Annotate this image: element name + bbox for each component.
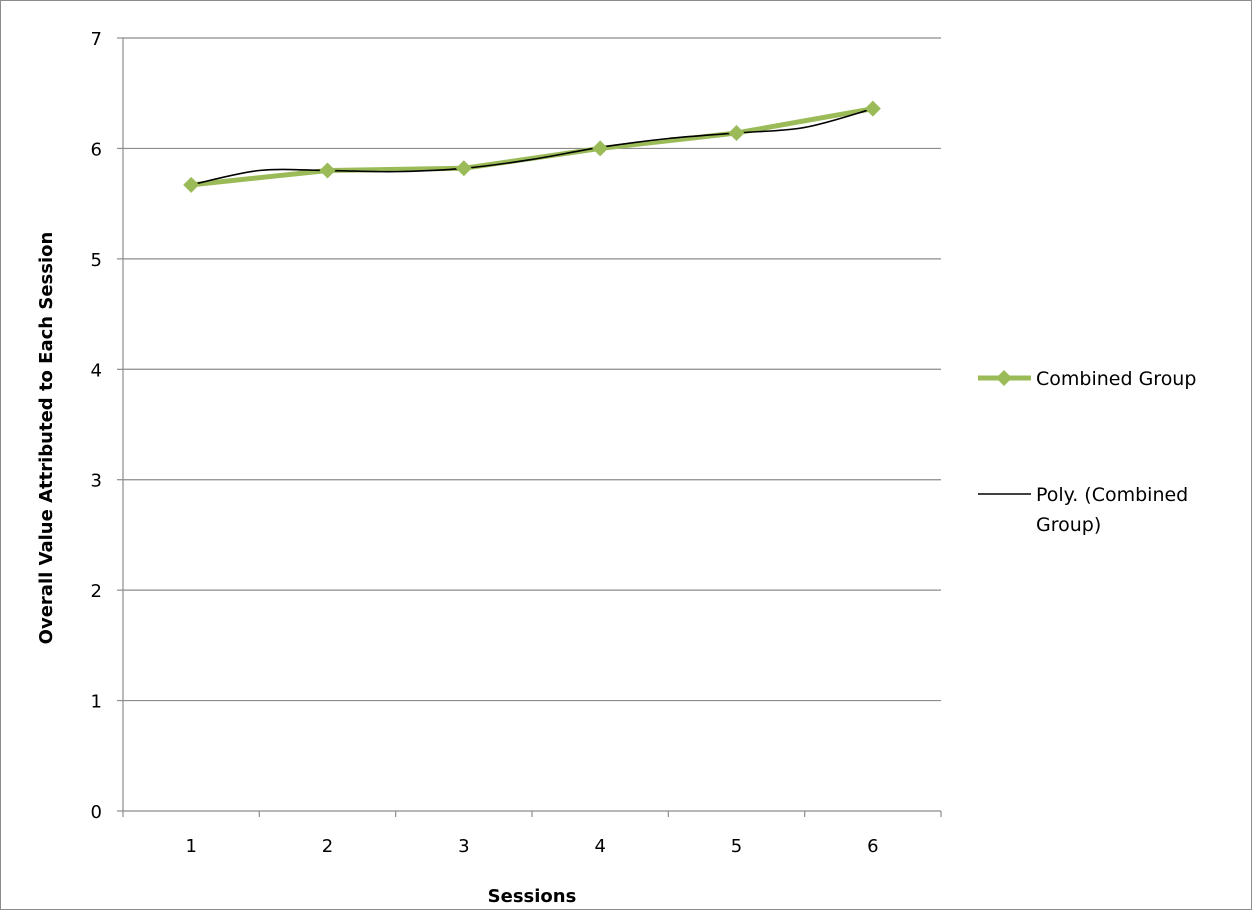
legend-label-trendline-line2: Group) [1036,514,1101,536]
x-tick-label: 3 [458,836,469,857]
trendline-poly [191,107,874,186]
data-point-marker [455,160,472,177]
series-line-combined-group [190,106,874,188]
legend-label-trendline-line1: Poly. (Combined [1036,484,1188,506]
data-point-marker [183,176,200,193]
x-tick-label: 2 [322,836,333,857]
y-tick-label: 2 [91,581,102,602]
y-tick-label: 4 [91,360,102,381]
y-tick-label: 3 [91,471,102,492]
x-tick-label: 5 [731,836,742,857]
y-axis: 0 1 2 3 4 5 6 7 [91,29,124,823]
legend-label-combined-group: Combined Group [1036,368,1196,390]
x-axis: 1 2 3 4 5 6 [122,811,942,857]
gridlines [123,37,941,812]
data-point-marker [592,140,609,157]
y-tick-label: 7 [91,29,102,50]
series-group [183,100,881,193]
y-tick-label: 1 [91,692,102,713]
y-tick-label: 0 [91,802,102,823]
x-tick-label: 6 [867,836,878,857]
y-tick-label: 6 [91,139,102,160]
data-point-marker [728,124,745,141]
data-point-marker [319,162,336,179]
y-tick-label: 5 [91,250,102,271]
x-tick-label: 1 [185,836,196,857]
x-tick-label: 4 [594,836,605,857]
legend: Combined Group Poly. (Combined Group) [978,368,1196,536]
data-point-marker [864,100,881,117]
legend-swatch-marker [996,370,1012,386]
x-axis-title: Sessions [488,886,577,907]
y-axis-title: Overall Value Attributed to Each Session [36,232,57,645]
